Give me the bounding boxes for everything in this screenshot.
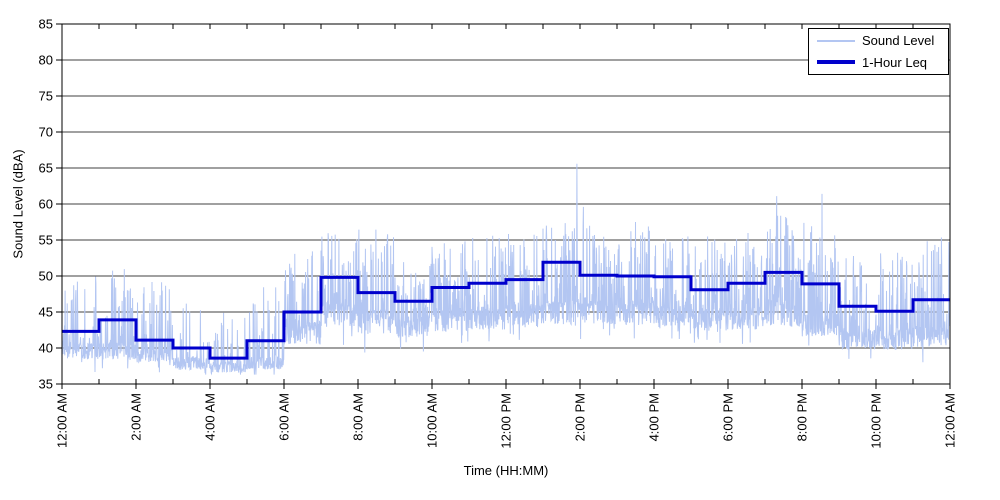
x-tick-label: 12:00 PM — [499, 393, 514, 449]
x-tick-label: 4:00 AM — [203, 393, 218, 441]
legend: Sound Level 1-Hour Leq — [808, 28, 949, 75]
x-tick-label: 2:00 PM — [573, 393, 588, 441]
x-tick-label: 4:00 PM — [647, 393, 662, 441]
x-tick-label: 8:00 PM — [795, 393, 810, 441]
sound-level-line-sample — [817, 39, 855, 42]
y-tick-label: 70 — [39, 125, 53, 140]
y-tick-label: 65 — [39, 161, 53, 176]
legend-label-1-hour-leq: 1-Hour Leq — [862, 54, 928, 70]
y-tick-label: 35 — [39, 377, 53, 392]
y-tick-label: 40 — [39, 341, 53, 356]
x-tick-label: 10:00 AM — [425, 393, 440, 448]
y-tick-label: 60 — [39, 197, 53, 212]
leq-step-series — [62, 260, 950, 360]
y-tick-label: 85 — [39, 17, 53, 32]
legend-entry-1-hour-leq: 1-Hour Leq — [809, 52, 948, 72]
x-tick-label: 10:00 PM — [869, 393, 884, 449]
x-tick-label: 12:00 AM — [943, 393, 958, 448]
legend-label-sound-level: Sound Level — [862, 33, 935, 49]
x-tick-label: 8:00 AM — [351, 393, 366, 441]
x-tick-label: 2:00 AM — [129, 393, 144, 441]
y-tick-label: 80 — [39, 53, 53, 68]
y-tick-label: 50 — [39, 269, 53, 284]
leq-line-sample — [817, 60, 855, 65]
y-tick-label: 45 — [39, 305, 53, 320]
y-axis-title: Sound Level (dBA) — [10, 149, 26, 259]
sound-level-series — [61, 163, 951, 376]
legend-entry-sound-level: Sound Level — [809, 31, 948, 51]
x-tick-label: 6:00 AM — [277, 393, 292, 441]
x-axis-title: Time (HH:MM) — [463, 463, 549, 478]
y-tick-label: 55 — [39, 233, 53, 248]
x-tick-label: 12:00 AM — [55, 393, 70, 448]
x-tick-label: 6:00 PM — [721, 393, 736, 441]
y-tick-label: 75 — [39, 89, 53, 104]
